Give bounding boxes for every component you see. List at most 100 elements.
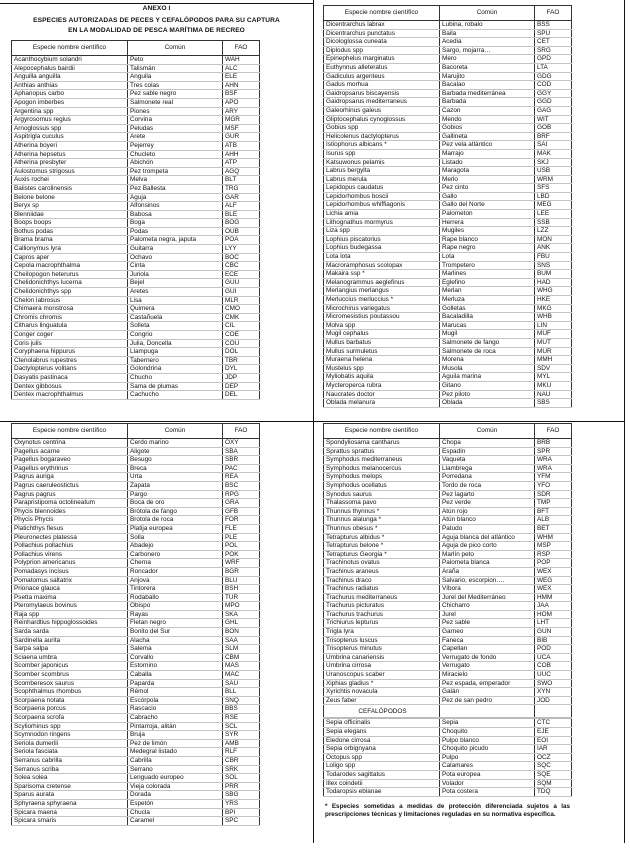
fao-code-cell: BPI (222, 808, 260, 818)
table-row: Umbrina cirrosa Verrugato COB (323, 661, 572, 672)
common-name-cell: Bacaladilla (439, 312, 535, 322)
scientific-name-cell: Merluccius merluccius * (323, 295, 440, 305)
fao-code-cell: MEG (534, 200, 572, 211)
fao-code-cell: FBU (534, 252, 572, 262)
table-row: Conger coger Congrio COE (11, 330, 260, 340)
common-name-cell: Chucleto (127, 150, 223, 160)
table-row: Thunnus alalunga * Atún blanco ALB (323, 515, 572, 525)
fao-code-cell: BLL (222, 687, 260, 697)
common-name-cell: Rape negro (439, 243, 535, 254)
common-name-cell: Mero (439, 54, 535, 64)
common-name-cell: Bacoreta (439, 63, 535, 73)
table-row: Sparus aurata Dorada SBG (11, 790, 260, 800)
fao-code-cell: HOM (534, 610, 572, 620)
document-title-line1: ESPECIES AUTORIZADAS DE PECES Y CEFALÓPO… (33, 17, 280, 24)
table-row: Lophius piscatorius Rape blanco MON (323, 235, 572, 245)
fao-code-cell: LZZ (534, 226, 572, 236)
table-row: Galeorhinus galeus Cazon GAG (323, 106, 572, 116)
table-row: Seriola fasciata Medegral listado RLF (11, 747, 260, 757)
fao-code-cell: AHN (222, 81, 260, 91)
fao-code-cell: CMK (222, 313, 260, 323)
scientific-name-cell: Psetta maxima (11, 593, 128, 603)
scientific-name-cell: Mullus barbatus (323, 338, 440, 348)
common-name-cell: Salmonete real (127, 98, 223, 108)
common-name-cell: Escórpola (127, 696, 223, 706)
fao-code-cell: ATB (222, 141, 260, 151)
scientific-name-cell: Labrus bergylta (323, 166, 440, 176)
common-name-cell: Guitarra (127, 244, 223, 254)
scientific-name-cell: Pollachius virens (11, 550, 128, 560)
fao-code-cell: DEP (222, 382, 260, 392)
table-row: Spicara maena Chucla BPI (11, 808, 260, 818)
footnote: * Especies sometidas a medidas de protec… (325, 803, 570, 818)
table-row: Symphodus ocellatus Tordo de roca YFO (323, 481, 572, 491)
common-name-cell: Salmonete de roca (439, 347, 535, 357)
fao-code-cell: COE (222, 330, 260, 340)
scientific-name-cell: Ctenolabrus rupestres (11, 356, 128, 366)
common-name-cell: Caballa (127, 670, 223, 680)
fao-code-cell: ATP (222, 158, 260, 168)
common-name-cell: Medegral listado (127, 747, 223, 757)
common-name-cell: Chopa (439, 438, 535, 448)
table-row: Tetrapturus belone * Aguja de pico corto M… (323, 541, 572, 551)
common-name-cell: Llambrega (439, 464, 535, 474)
scientific-name-cell: Trachinotus ovatus (323, 558, 440, 568)
common-name-cell: Marucas (439, 321, 535, 331)
scientific-name-cell: Synodus saurus (323, 490, 440, 500)
scientific-name-cell: Diplodus spp (323, 46, 440, 56)
common-name-cell: Sama de plumas (127, 382, 223, 392)
table-row: Sarda sarda Bonito del Sur BON (11, 627, 260, 637)
table-row: Lepidopus caudatus Pez cinto SFS (323, 183, 572, 193)
scientific-name-cell: Trachinus radiatus (323, 584, 440, 594)
fao-code-cell: SBA (222, 447, 260, 457)
scientific-name-cell: Coryphaena hippurus (11, 347, 128, 357)
fao-code-cell: UCA (534, 653, 572, 663)
scientific-name-cell: Thunnus thynnus * (323, 507, 440, 517)
table-row: Lepidorhombus whiffiagonis Gallo del Nort… (323, 200, 572, 211)
scientific-name-cell: Atherina boyeri (11, 141, 128, 151)
scientific-name-cell: Liza spp (323, 226, 440, 236)
common-name-cell: Paparda (127, 679, 223, 689)
scientific-name-cell: Merlangius merlangus (323, 286, 440, 296)
table-row: Atherina hepsetus Chucleto AHH (11, 150, 260, 160)
scientific-name-cell: Trachurus picturatus (323, 601, 440, 611)
fao-code-cell: YFM (534, 472, 572, 482)
fao-code-cell: SWO (534, 679, 572, 689)
table-row: Trigla lyra Garneo GUN (323, 627, 572, 637)
scientific-name-cell: Scomber japonicus (11, 661, 128, 672)
common-name-cell: Mugil (439, 329, 535, 339)
table-row: Aphanopus carbo Pez sable negro BSF (11, 89, 260, 99)
fao-code-cell: POD (534, 644, 572, 654)
table-row: Labrus bergylta Maragota USB (323, 166, 572, 176)
fao-code-cell: MMH (534, 355, 572, 365)
fao-code-cell: GGY (534, 89, 572, 99)
fao-code-cell: RPG (222, 490, 260, 500)
scientific-name-cell: Aulostomus strigosus (11, 167, 128, 177)
table-row: Dicentrarchus punctatus Baila SPU (323, 29, 572, 39)
fao-code-cell: MON (534, 235, 572, 245)
common-name-cell: Morena (439, 355, 535, 365)
common-name-cell: Rayas (127, 610, 223, 620)
table-row: Trichiurus lepturus Pez sable LHT (323, 618, 572, 629)
scientific-name-cell: Symphodus ocellatus (323, 481, 440, 491)
table-row: Belone belone Aguja GAR (11, 193, 260, 203)
common-name-cell: Eglefino (439, 278, 535, 288)
fao-code-cell: WEX (534, 567, 572, 577)
scientific-name-cell: Conger coger (11, 330, 128, 340)
fao-code-cell: MKU (534, 381, 572, 391)
table-row: Parapristipoma octolineatum Boca de oro GR… (11, 498, 260, 508)
common-name-cell: Gobios (439, 123, 535, 133)
table-row: Dicologlossa cuneata Acedia CET (323, 37, 572, 47)
common-name-cell: Pez de limón (127, 739, 223, 749)
scientific-name-cell: Scyliorhinus spp (11, 722, 128, 732)
scientific-name-cell: Sciaena umbra (11, 653, 128, 663)
scientific-name-cell: Katsuwonus pelamis (323, 158, 440, 168)
table-row: Lota lota Lota FBU (323, 252, 572, 262)
fao-code-cell: BSF (222, 89, 260, 99)
table-row: Mycteroperca rubra Gitano MKU (323, 381, 572, 391)
fao-code-cell: JOD (534, 696, 572, 706)
fao-code-cell: SPR (534, 447, 572, 457)
common-name-cell: Aguja blanca del atlántico (439, 533, 535, 543)
table-row: Sepia officinalis Sepia CTC (323, 718, 572, 729)
fao-code-cell: BSH (222, 584, 260, 594)
